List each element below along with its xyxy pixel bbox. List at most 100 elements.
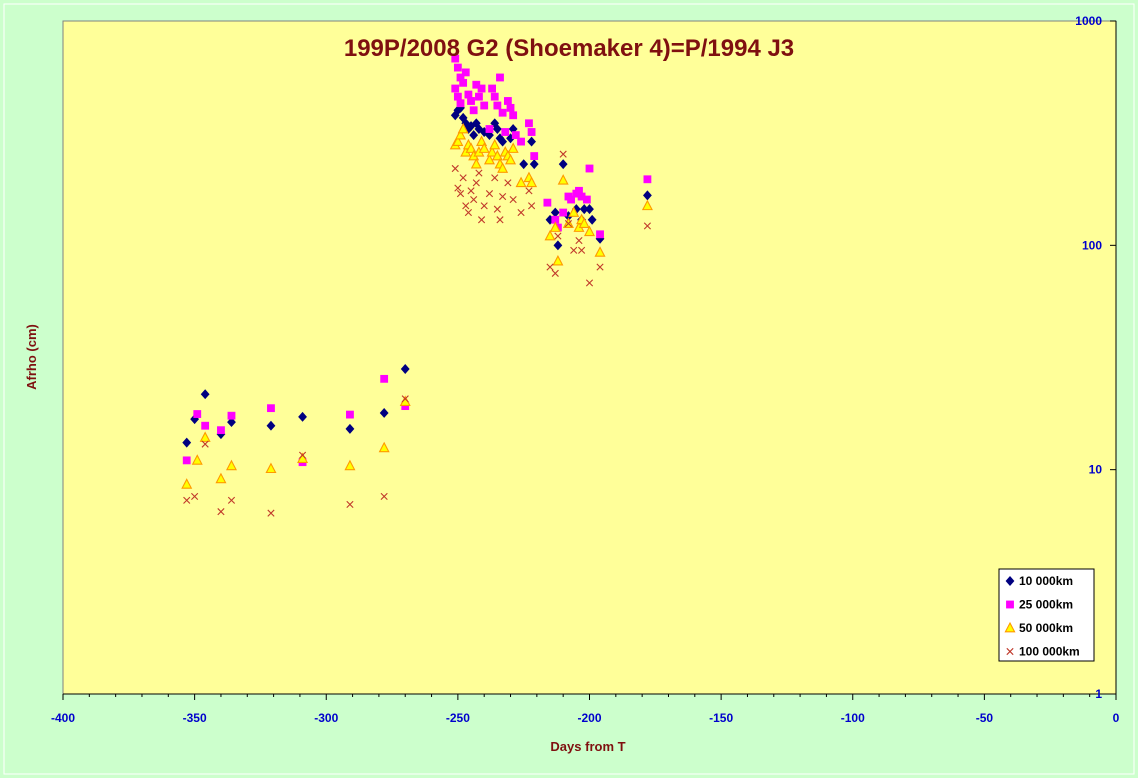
data-point: [543, 198, 552, 207]
x-tick-label: 0: [1113, 711, 1120, 725]
data-point: [265, 462, 277, 474]
data-point: [491, 174, 499, 182]
data-point: [509, 195, 517, 204]
x-axis-label: Days from T: [550, 739, 625, 754]
data-point: [181, 478, 193, 489]
data-point: [459, 78, 468, 87]
data-point: [527, 202, 536, 210]
x-tick-label: -100: [841, 711, 865, 725]
data-point: [641, 199, 653, 211]
x-tick-label: -300: [314, 711, 338, 725]
data-point: [380, 374, 389, 383]
legend: 10 000km 25 000km 50 000km 100 000km: [998, 568, 1095, 662]
data-point: [182, 456, 191, 465]
x-tick-label: -200: [577, 711, 601, 725]
data-point: [462, 202, 470, 210]
data-point: [191, 454, 203, 465]
data-point: [497, 162, 509, 173]
data-point: [266, 420, 276, 431]
data-point: [503, 97, 512, 105]
data-point: [578, 217, 590, 228]
data-point: [643, 175, 652, 184]
data-point: [585, 164, 594, 173]
data-point: [401, 395, 409, 403]
data-point: [454, 128, 467, 140]
data-point: [346, 500, 354, 509]
data-point: [498, 108, 507, 117]
data-point: [558, 159, 568, 170]
y-axis-label: Afrho (cm): [24, 324, 39, 390]
data-point: [596, 230, 604, 239]
data-point: [201, 440, 209, 448]
data-point: [217, 508, 225, 516]
data-point: [454, 184, 462, 192]
data-point: [501, 128, 510, 136]
data-point: [506, 103, 515, 112]
data-point: [451, 164, 459, 173]
data-point: [453, 63, 462, 72]
y-tick-label: 1000: [1075, 14, 1102, 28]
data-point: [470, 157, 482, 169]
data-point: [594, 246, 606, 257]
series-3: [181, 122, 653, 489]
data-point: [469, 106, 478, 115]
data-point: [298, 411, 307, 422]
legend-item: 100 000km: [1006, 645, 1080, 659]
data-point: [498, 136, 508, 147]
data-point: [527, 136, 536, 147]
data-point: [464, 90, 473, 99]
legend-marker: [1005, 576, 1015, 586]
legend-item: 50 000km: [1004, 621, 1073, 635]
data-point: [517, 208, 525, 217]
data-point: [587, 214, 597, 225]
data-point: [519, 159, 529, 170]
data-point: [217, 426, 225, 435]
data-point: [478, 142, 490, 153]
data-point: [480, 202, 488, 210]
data-point: [575, 236, 583, 245]
data-point: [489, 138, 501, 150]
data-point: [564, 220, 573, 228]
data-point: [551, 269, 559, 277]
data-point: [585, 204, 594, 215]
data-point: [472, 179, 480, 187]
data-point: [267, 404, 275, 413]
data-point: [451, 84, 460, 93]
x-tick-label: -250: [446, 711, 470, 725]
data-point: [225, 459, 237, 471]
data-point: [457, 122, 469, 134]
data-point: [529, 159, 539, 170]
data-point: [568, 206, 580, 217]
data-point: [469, 130, 479, 141]
data-point: [544, 229, 556, 241]
data-point: [227, 411, 236, 420]
data-point: [191, 492, 199, 500]
data-point: [475, 92, 483, 101]
data-point: [485, 125, 494, 133]
chart-marks: [181, 54, 653, 517]
data-point: [557, 174, 569, 185]
data-point: [267, 509, 275, 517]
x-tick-label: -400: [51, 711, 75, 725]
data-point: [527, 128, 536, 136]
data-point: [488, 84, 496, 93]
data-point: [578, 246, 586, 254]
data-point: [467, 97, 475, 105]
data-point: [400, 364, 410, 374]
data-point: [554, 232, 562, 240]
data-point: [496, 73, 504, 82]
data-point: [507, 142, 519, 153]
y-tick-label: 100: [1082, 238, 1102, 252]
plot-area: [62, 20, 1117, 695]
data-point: [553, 240, 563, 251]
data-point: [199, 431, 211, 442]
data-point: [585, 279, 594, 287]
data-point: [483, 153, 495, 165]
data-point: [559, 150, 567, 158]
data-point: [464, 208, 472, 217]
data-point: [643, 222, 652, 230]
data-point: [215, 472, 227, 484]
data-point: [477, 84, 486, 93]
series-4: [183, 150, 652, 517]
x-tick-label: -150: [709, 711, 733, 725]
